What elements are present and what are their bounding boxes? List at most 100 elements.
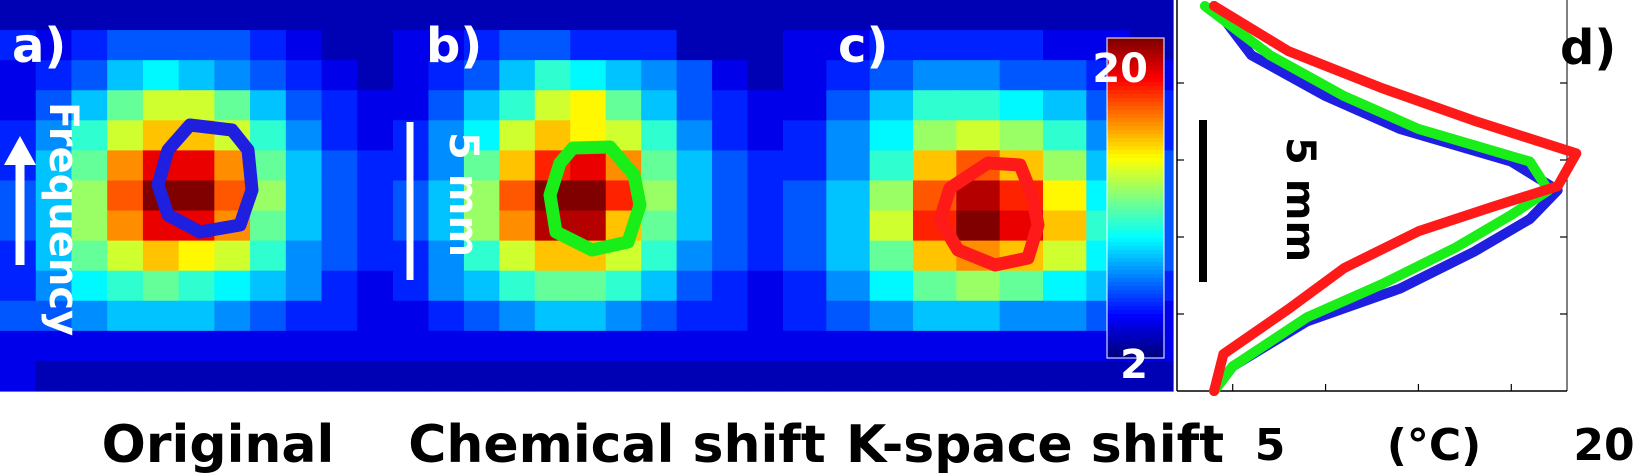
heatmap-cell [214,300,251,332]
heatmap-cell [570,90,607,121]
colorbar-band [1107,270,1164,275]
heatmap-cell [1043,180,1087,212]
heatmap-cell [0,0,37,31]
colorbar-band [1107,202,1164,207]
heatmap-cell [142,30,180,61]
heatmap-cell [393,90,430,121]
heatmap-cell [712,150,749,182]
heatmap-cell [913,330,957,362]
heatmap-cell [605,270,642,302]
heatmap-cell [534,240,571,272]
colorbar-band [1107,198,1164,203]
heatmap-cell [71,240,108,272]
heatmap-cell [676,120,713,151]
heatmap-cell [321,180,358,212]
heatmap-cell [570,270,607,302]
heatmap-cell [321,150,358,182]
heatmap-cell [1086,0,1131,31]
heatmap-cell [783,30,827,61]
heatmap-cell [35,30,73,61]
heatmap-cell [142,90,180,121]
colorbar-band [1107,162,1164,167]
heatmap-cell [357,300,394,332]
heatmap-cell [605,0,642,31]
heatmap-cell [178,30,215,61]
heatmap-cell [1043,330,1087,362]
panel-title-original: Original [102,415,335,474]
heatmap-cell [534,0,571,31]
x-tick-label-5: 5 [1255,420,1286,471]
heatmap-cell [747,90,784,121]
heatmap-cell [357,360,394,392]
colorbar-band [1107,94,1164,99]
heatmap-cell [285,30,323,61]
line-plot [1176,0,1582,396]
colorbar-band [1107,218,1164,223]
heatmap-cell [747,330,784,362]
x-axis-label: (°C) [1387,420,1482,471]
heatmap-cell [499,180,536,212]
heatmap-cell [178,240,215,272]
heatmap-cell [534,270,571,302]
heatmap-cell [747,150,784,182]
heatmap-cell [393,0,430,31]
heatmap-cell [1043,240,1087,272]
heatmap-cell [71,300,108,332]
heatmap-original [0,0,394,392]
heatmap-cell [463,90,500,121]
heatmap-panels [0,0,1174,392]
colorbar-band [1107,126,1164,131]
heatmap-cell [321,270,358,302]
colorbar-band [1107,274,1164,279]
heatmap-cell [1043,360,1087,392]
heatmap-cell [321,60,358,91]
heatmap-cell [250,90,287,121]
colorbar-band [1107,326,1164,331]
heatmap-cell [783,60,827,91]
heatmap-cell [712,360,749,392]
heatmap-cell [499,240,536,272]
heatmap-cell [357,90,394,121]
heatmap-cell [747,30,784,61]
colorbar-band [1107,226,1164,231]
heatmap-cell [142,0,180,31]
heatmap-cell [214,240,251,272]
heatmap-cell [35,330,73,362]
heatmap-cell [321,120,358,151]
heatmap-cell [712,210,749,242]
heatmap-cell [142,300,180,332]
heatmap-cell [107,180,144,212]
heatmap-cell [913,270,957,302]
heatmap-cell [676,210,713,242]
heatmap-cell [913,120,957,151]
heatmap-cell [783,90,827,121]
colorbar-band [1107,186,1164,191]
outline-kspace-shift [933,156,1045,272]
heatmap-cell [747,0,784,31]
heatmap-cell [826,30,871,61]
heatmap-cell [107,90,144,121]
heatmap-cell [1129,360,1174,392]
heatmap-cell [869,60,914,91]
heatmap-cell [999,270,1044,302]
heatmap-cell [107,330,144,362]
heatmap-cell [570,360,607,392]
heatmap-cell [142,330,180,362]
colorbar-band [1107,306,1164,311]
heatmap-cell [107,0,144,31]
heatmap-cell [35,0,73,31]
heatmap-cell [499,30,536,61]
colorbar-band [1107,54,1164,59]
heatmap-cell [534,90,571,121]
colorbar-band [1107,318,1164,323]
heatmap-cell [956,0,1001,31]
colorbar-band [1107,170,1164,175]
heatmap-cell [0,360,37,392]
heatmap-cell [1129,0,1174,31]
heatmap-cell [712,270,749,302]
heatmap-cell [35,150,73,182]
colorbar-band [1107,262,1164,267]
heatmap-cell [1043,300,1087,332]
heatmap-cell [142,270,180,302]
heatmap-cell [321,210,358,242]
